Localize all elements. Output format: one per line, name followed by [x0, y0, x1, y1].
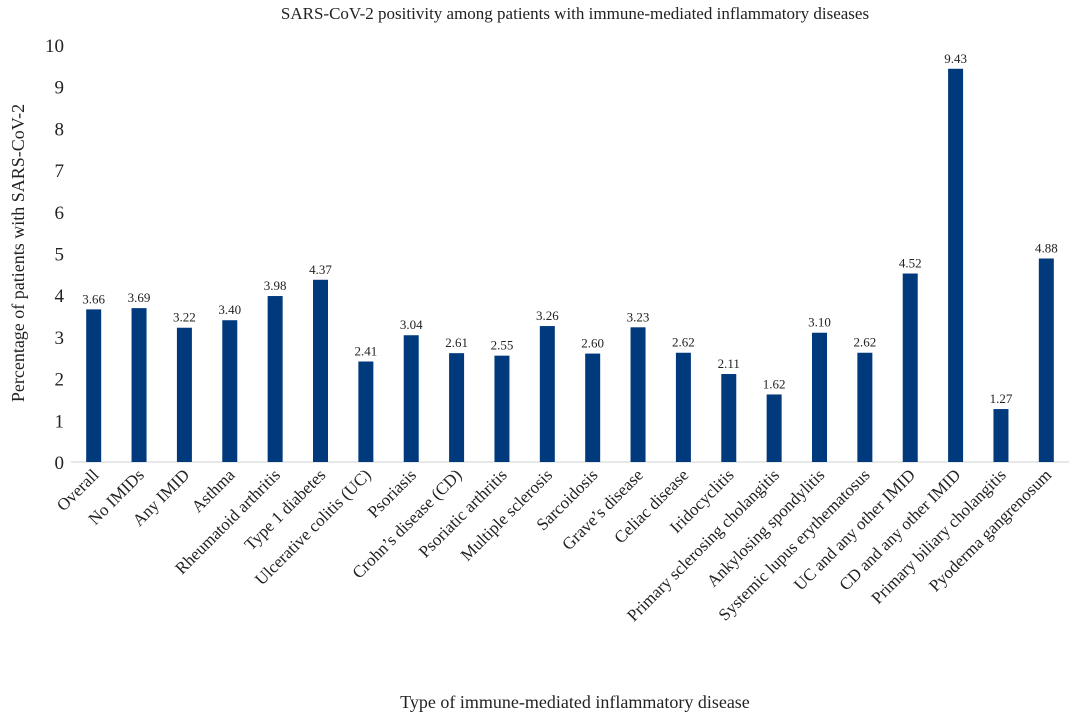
bar	[630, 327, 646, 462]
bar	[449, 353, 465, 462]
value-label: 1.27	[990, 391, 1013, 406]
value-label: 2.61	[445, 335, 468, 350]
y-tick-label: 7	[55, 161, 65, 182]
value-label: 3.22	[173, 310, 196, 325]
value-label: 2.55	[491, 338, 514, 353]
bar	[675, 352, 691, 462]
value-label: 2.62	[672, 335, 695, 350]
value-label: 3.98	[264, 278, 287, 293]
bar	[358, 361, 374, 462]
bar	[539, 326, 555, 462]
value-label: 2.11	[718, 356, 740, 371]
y-tick-label: 5	[55, 245, 65, 266]
y-tick-label: 10	[45, 36, 64, 57]
y-tick-label: 8	[55, 119, 65, 140]
y-axis-label: Percentage of patients with SARS-CoV-2	[8, 104, 28, 402]
y-tick-label: 6	[55, 203, 65, 224]
value-label: 3.66	[82, 291, 105, 306]
value-label: 4.52	[899, 256, 922, 271]
bar	[948, 68, 964, 463]
bar	[176, 327, 192, 462]
bar	[313, 279, 328, 462]
y-tick-label: 1	[55, 411, 65, 432]
value-label: 2.41	[354, 344, 377, 359]
value-label: 3.26	[536, 308, 559, 323]
value-label: 3.23	[627, 309, 650, 324]
value-label: 1.62	[763, 376, 786, 391]
value-label: 9.43	[944, 51, 967, 66]
value-label: 3.04	[400, 317, 423, 332]
value-label: 3.10	[808, 315, 831, 330]
bar	[222, 320, 238, 462]
value-label: 2.60	[581, 336, 604, 351]
bar	[86, 309, 102, 462]
bar	[812, 332, 827, 462]
bar	[267, 296, 283, 462]
bar	[1038, 258, 1054, 462]
y-tick-label: 0	[55, 453, 65, 474]
value-label: 3.40	[218, 302, 241, 317]
chart-title: SARS-CoV-2 positivity among patients wit…	[281, 4, 869, 23]
x-axis-label: Type of immune-mediated inflammatory dis…	[400, 692, 750, 712]
y-tick-label: 2	[55, 370, 65, 391]
bar	[721, 374, 737, 462]
value-label: 3.69	[128, 290, 151, 305]
bar	[403, 335, 419, 462]
value-label: 4.37	[309, 262, 332, 277]
y-tick-label: 3	[55, 328, 65, 349]
bar	[131, 308, 147, 462]
y-tick-label: 4	[55, 286, 65, 307]
value-label: 4.88	[1035, 241, 1058, 256]
bar	[993, 409, 1009, 462]
bar	[585, 353, 601, 462]
bar	[857, 352, 873, 462]
bar	[494, 355, 510, 462]
bar	[766, 394, 782, 462]
y-tick-label: 9	[55, 78, 65, 99]
value-label: 2.62	[853, 335, 876, 350]
bar	[902, 273, 918, 462]
